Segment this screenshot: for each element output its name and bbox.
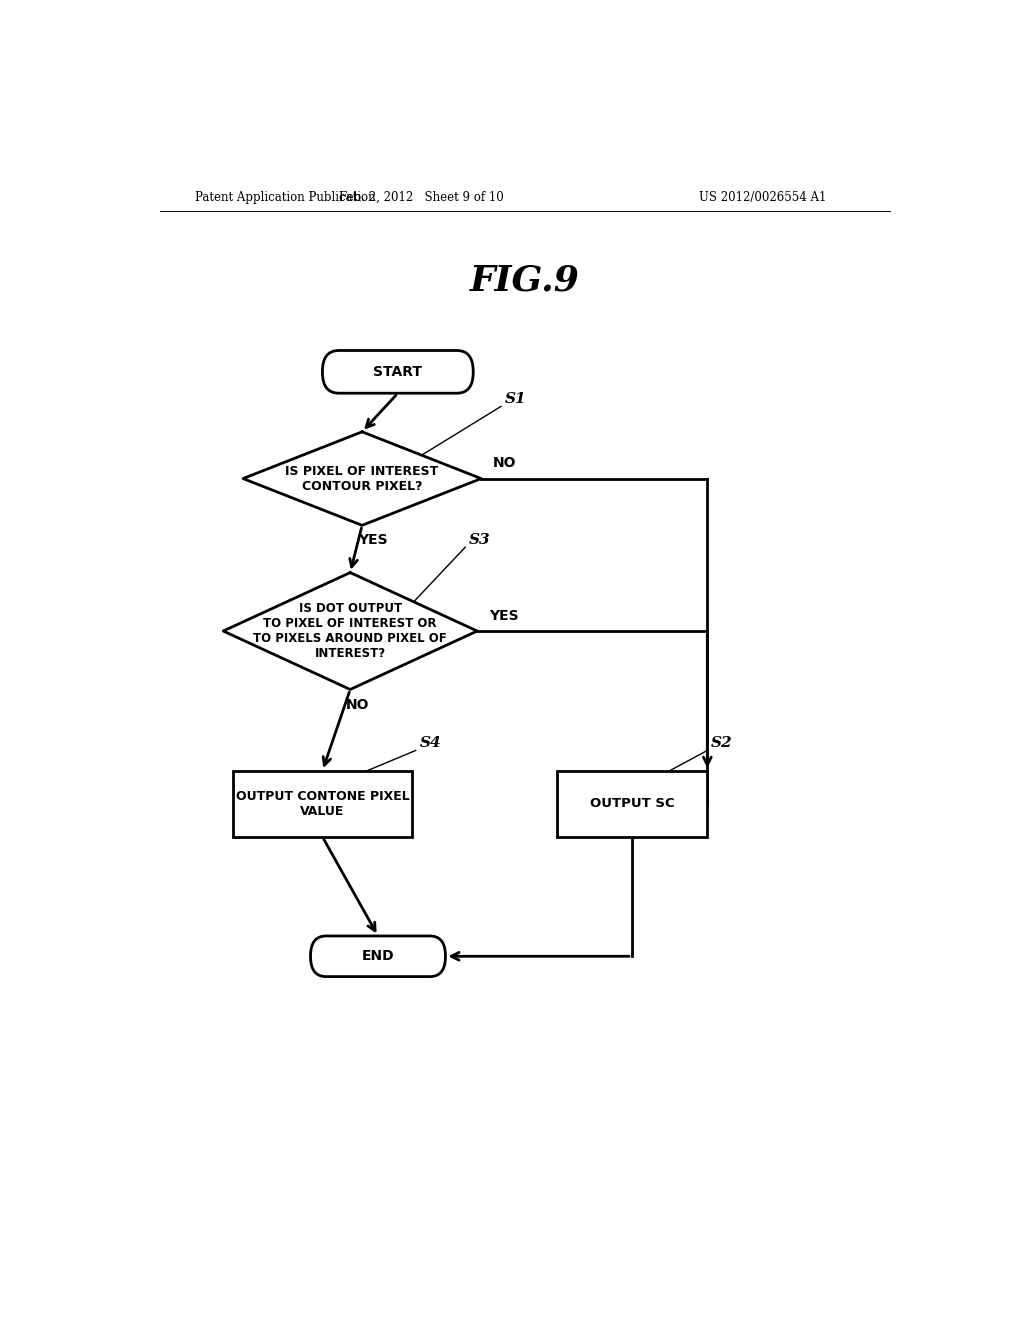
Text: OUTPUT CONTONE PIXEL
VALUE: OUTPUT CONTONE PIXEL VALUE: [236, 789, 410, 818]
Text: Feb. 2, 2012   Sheet 9 of 10: Feb. 2, 2012 Sheet 9 of 10: [339, 190, 504, 203]
Bar: [233, 771, 412, 837]
Text: S2: S2: [712, 737, 733, 751]
Polygon shape: [223, 573, 477, 689]
FancyBboxPatch shape: [310, 936, 445, 977]
Bar: [557, 771, 708, 837]
Text: OUTPUT SC: OUTPUT SC: [590, 797, 674, 810]
FancyBboxPatch shape: [323, 351, 473, 393]
Text: Patent Application Publication: Patent Application Publication: [196, 190, 376, 203]
Text: FIG.9: FIG.9: [470, 264, 580, 297]
Text: NO: NO: [346, 697, 370, 711]
Text: IS DOT OUTPUT
TO PIXEL OF INTEREST OR
TO PIXELS AROUND PIXEL OF
INTEREST?: IS DOT OUTPUT TO PIXEL OF INTEREST OR TO…: [253, 602, 447, 660]
Text: YES: YES: [489, 609, 519, 623]
Text: END: END: [361, 949, 394, 964]
Text: NO: NO: [494, 457, 516, 470]
Text: YES: YES: [358, 533, 388, 548]
Text: S4: S4: [420, 737, 441, 751]
Text: S3: S3: [469, 533, 490, 548]
Text: IS PIXEL OF INTEREST
CONTOUR PIXEL?: IS PIXEL OF INTEREST CONTOUR PIXEL?: [286, 465, 438, 492]
Polygon shape: [243, 432, 481, 525]
Text: S1: S1: [505, 392, 526, 407]
Text: START: START: [374, 364, 422, 379]
Text: US 2012/0026554 A1: US 2012/0026554 A1: [699, 190, 826, 203]
